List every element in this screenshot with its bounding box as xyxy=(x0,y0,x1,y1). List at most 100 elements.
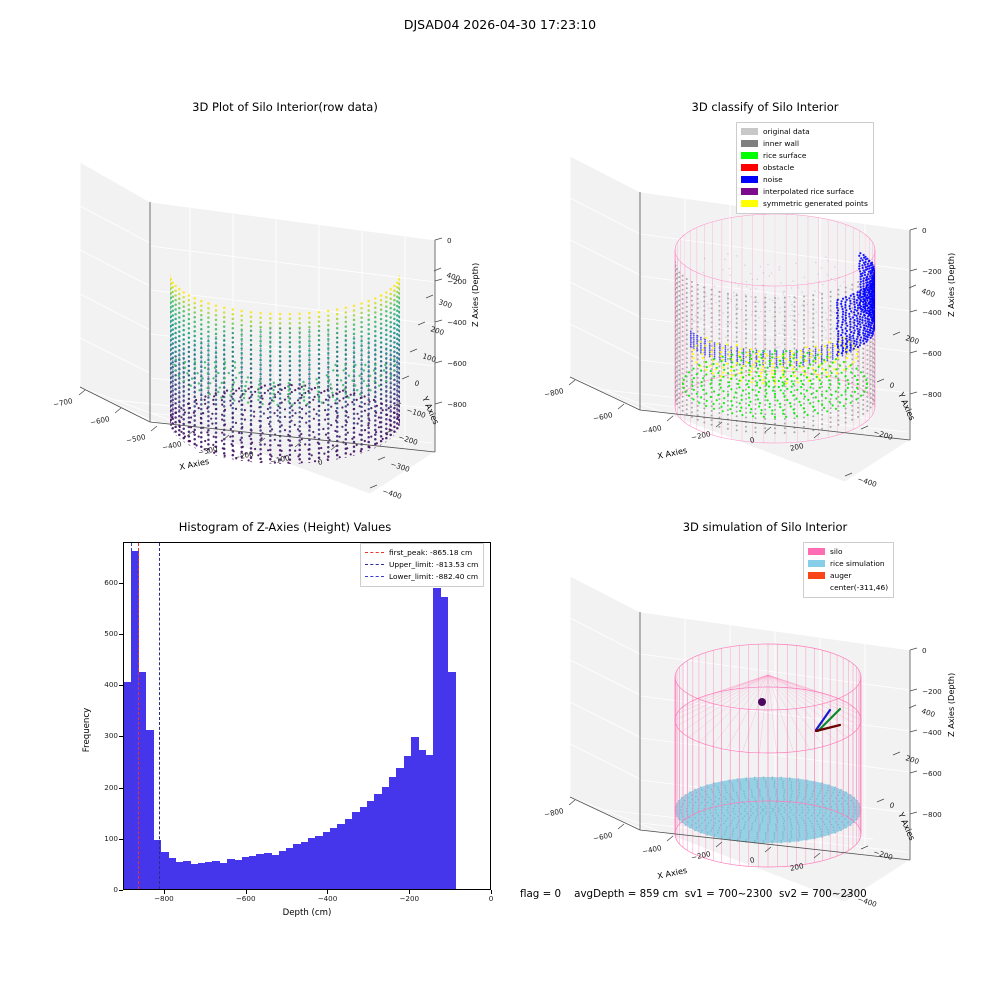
svg-text:−500: −500 xyxy=(125,432,147,445)
legend-item: original data xyxy=(741,126,868,138)
svg-text:300: 300 xyxy=(437,297,453,310)
legend-item: silo xyxy=(808,546,888,558)
legend-label: original data xyxy=(763,126,810,138)
legend-swatch-auger xyxy=(808,572,825,579)
svg-text:−400: −400 xyxy=(161,439,183,452)
x-tick-mark xyxy=(327,890,328,894)
x-tick-label: 0 xyxy=(471,894,511,903)
legend-item: first_peak: -865.18 cm xyxy=(365,547,478,559)
panel-histogram: Histogram of Z-Axies (Height) Values 0 10… xyxy=(60,520,510,920)
legend-swatch-noise xyxy=(741,176,758,183)
legend-item: Lower_limit: -882.40 cm xyxy=(365,571,478,583)
legend-label: first_peak: -865.18 cm xyxy=(389,547,472,559)
y-tick-mark xyxy=(119,736,123,737)
y-tick-mark xyxy=(119,634,123,635)
legend-swatch-original-data xyxy=(741,128,758,135)
legend-swatch-inner-wall xyxy=(741,140,758,147)
y-tick-label: 500 xyxy=(84,629,118,638)
legend-item: center(-311,46) xyxy=(808,582,888,594)
simulation-3d-title: 3D simulation of Silo Interior xyxy=(540,520,990,534)
legend-item: interpolated rice surface xyxy=(741,186,868,198)
raw-3d-zlabel: Z Axies (Depth) xyxy=(470,263,480,327)
simulation-legend: silo rice simulation auger center(-311,4… xyxy=(803,542,894,598)
legend-label-center: center(-311,46) xyxy=(830,582,888,594)
legend-label: Upper_limit: -813.53 cm xyxy=(389,559,478,571)
legend-label: noise xyxy=(763,174,783,186)
y-tick-mark xyxy=(119,685,123,686)
classify-3d-title: 3D classify of Silo Interior xyxy=(540,100,990,114)
legend-item: noise xyxy=(741,174,868,186)
sim-3d-center-marker xyxy=(758,698,766,706)
svg-text:−700: −700 xyxy=(52,396,74,409)
simulation-3d-axes[interactable]: −800 −600 −400 −200 0 200 X Axies −400 −… xyxy=(540,542,990,897)
legend-label: obstacle xyxy=(763,162,794,174)
classify-3d-xlabel: X Axies xyxy=(656,445,688,461)
svg-text:0: 0 xyxy=(447,236,452,245)
histogram-ylabel: Frequency xyxy=(82,670,92,790)
legend-swatch-symmetric-generated-points xyxy=(741,200,758,207)
sim-3d-xlabel: X Axies xyxy=(656,865,688,881)
footer-status-text: flag = 0 avgDepth = 859 cm sv1 = 700~230… xyxy=(520,888,867,900)
svg-text:−600: −600 xyxy=(89,414,111,427)
y-tick-label: 100 xyxy=(84,834,118,843)
figure-suptitle: DJSAD04 2026-04-30 17:23:10 xyxy=(0,17,1000,32)
legend-swatch-interpolated-rice-surface xyxy=(741,188,758,195)
histogram-legend: first_peak: -865.18 cm Upper_limit: -813… xyxy=(360,543,484,587)
y-tick-mark xyxy=(119,890,123,891)
legend-line-first-peak xyxy=(365,552,384,553)
y-tick-mark xyxy=(119,583,123,584)
legend-item: inner wall xyxy=(741,138,868,150)
legend-item: rice simulation xyxy=(808,558,888,570)
classify-3d-z-ticks: 0 −200 −400 −600 −800 Z Axies (Depth) xyxy=(910,226,956,399)
svg-text:−600: −600 xyxy=(447,359,467,368)
panel-raw-3d-plot: 3D Plot of Silo Interior(row data) xyxy=(60,100,510,480)
x-tick-mark xyxy=(409,890,410,894)
raw-3d-title: 3D Plot of Silo Interior(row data) xyxy=(60,100,510,114)
y-tick-label: 0 xyxy=(84,885,118,894)
x-tick-label: −400 xyxy=(307,894,347,903)
panel-classify-3d: 3D classify of Silo Interior xyxy=(540,100,990,480)
x-tick-mark xyxy=(246,890,247,894)
legend-swatch-rice-surface xyxy=(741,152,758,159)
threshold-line-first_peak xyxy=(138,543,139,889)
legend-item: obstacle xyxy=(741,162,868,174)
legend-item: symmetric generated points xyxy=(741,198,868,210)
legend-swatch-obstacle xyxy=(741,164,758,171)
legend-line-lower-limit xyxy=(365,576,384,577)
threshold-line-lower_limit xyxy=(131,543,132,889)
x-tick-label: −200 xyxy=(389,894,429,903)
sim-3d-z-ticks: 0 −200 −400 −600 −800 Z Axies (Depth) xyxy=(910,646,956,819)
svg-text:−200: −200 xyxy=(447,277,467,286)
figure-canvas: DJSAD04 2026-04-30 17:23:10 3D Plot of S… xyxy=(0,0,1000,1000)
panel-simulation-3d: 3D simulation of Silo Interior xyxy=(540,520,990,900)
legend-swatch-silo xyxy=(808,548,825,555)
legend-label: Lower_limit: -882.40 cm xyxy=(389,571,478,583)
y-tick-mark xyxy=(119,839,123,840)
legend-swatch-rice-simulation xyxy=(808,560,825,567)
raw-3d-xlabel: X Axies xyxy=(178,456,210,472)
x-tick-mark xyxy=(491,890,492,894)
legend-item: rice surface xyxy=(741,150,868,162)
legend-item: auger xyxy=(808,570,888,582)
histogram-threshold-lines xyxy=(124,543,490,889)
threshold-line-upper_limit xyxy=(159,543,160,889)
raw-3d-pointcloud xyxy=(168,225,402,470)
x-tick-mark xyxy=(164,890,165,894)
x-tick-label: −800 xyxy=(144,894,184,903)
legend-label: inner wall xyxy=(763,138,799,150)
x-tick-label: −600 xyxy=(226,894,266,903)
histogram-plot-area[interactable] xyxy=(123,542,491,890)
sim-3d-zlabel: Z Axies (Depth) xyxy=(946,673,956,737)
histogram-xlabel: Depth (cm) xyxy=(123,908,491,918)
svg-text:−800: −800 xyxy=(447,400,467,409)
legend-line-upper-limit xyxy=(365,564,384,565)
legend-label: rice simulation xyxy=(830,558,885,570)
classify-legend: original data inner wall rice surface ob… xyxy=(736,122,874,214)
legend-label: interpolated rice surface xyxy=(763,186,854,198)
y-tick-label: 600 xyxy=(84,578,118,587)
y-tick-mark xyxy=(119,788,123,789)
raw-3d-z-ticks: 0 −200 −400 −600 −800 Z Axies (Depth) xyxy=(435,236,480,409)
svg-text:−400: −400 xyxy=(381,486,403,501)
legend-label: auger xyxy=(830,570,852,582)
raw-3d-axes[interactable]: −700 −600 −500 −400 −300 −200 −100 0 X A… xyxy=(60,122,510,477)
